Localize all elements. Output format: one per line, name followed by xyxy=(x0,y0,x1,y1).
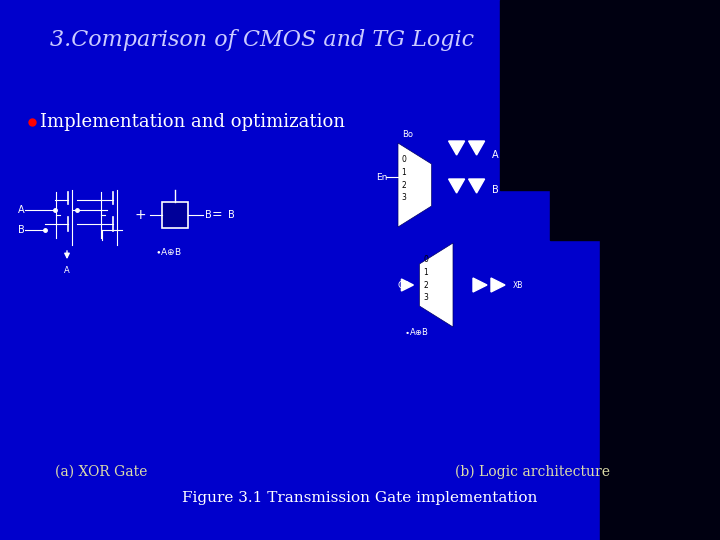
Polygon shape xyxy=(402,279,413,291)
Polygon shape xyxy=(449,141,464,155)
Text: B: B xyxy=(228,210,235,220)
Text: 1: 1 xyxy=(401,168,406,177)
Polygon shape xyxy=(398,143,431,227)
Text: $\bullet$A$\oplus$B: $\bullet$A$\oplus$B xyxy=(405,326,430,337)
Polygon shape xyxy=(469,141,485,155)
Text: A: A xyxy=(492,150,498,160)
Text: 1: 1 xyxy=(423,268,428,277)
Text: (b) Logic architecture: (b) Logic architecture xyxy=(455,465,610,479)
Polygon shape xyxy=(419,243,453,327)
Text: OR: OR xyxy=(397,280,410,289)
Text: 3: 3 xyxy=(423,293,428,302)
Text: A: A xyxy=(18,205,24,215)
Text: 0: 0 xyxy=(423,255,428,264)
Polygon shape xyxy=(449,179,464,193)
Text: B: B xyxy=(18,225,24,235)
Text: XB: XB xyxy=(513,280,523,289)
Text: 2: 2 xyxy=(401,180,406,190)
Text: En: En xyxy=(376,172,387,181)
Text: +: + xyxy=(134,208,146,222)
Bar xyxy=(550,0,720,240)
Text: Bo: Bo xyxy=(402,130,413,139)
Text: A: A xyxy=(64,266,70,275)
Text: 3: 3 xyxy=(401,193,406,202)
Text: B: B xyxy=(205,210,212,220)
Bar xyxy=(500,0,720,190)
Polygon shape xyxy=(491,278,505,292)
Text: Implementation and optimization: Implementation and optimization xyxy=(40,113,345,131)
Text: $\bullet$A$\oplus$B: $\bullet$A$\oplus$B xyxy=(155,246,182,257)
Polygon shape xyxy=(473,278,487,292)
Polygon shape xyxy=(469,179,485,193)
Text: Figure 3.1 Transmission Gate implementation: Figure 3.1 Transmission Gate implementat… xyxy=(182,491,538,505)
Text: (a) XOR Gate: (a) XOR Gate xyxy=(55,465,148,479)
Text: 3.Comparison of CMOS and TG Logic: 3.Comparison of CMOS and TG Logic xyxy=(50,29,474,51)
Text: =: = xyxy=(212,208,222,221)
Text: 2: 2 xyxy=(423,280,428,289)
Text: 0: 0 xyxy=(401,156,406,164)
Bar xyxy=(600,0,720,540)
Bar xyxy=(162,202,188,228)
Text: B: B xyxy=(492,185,498,195)
